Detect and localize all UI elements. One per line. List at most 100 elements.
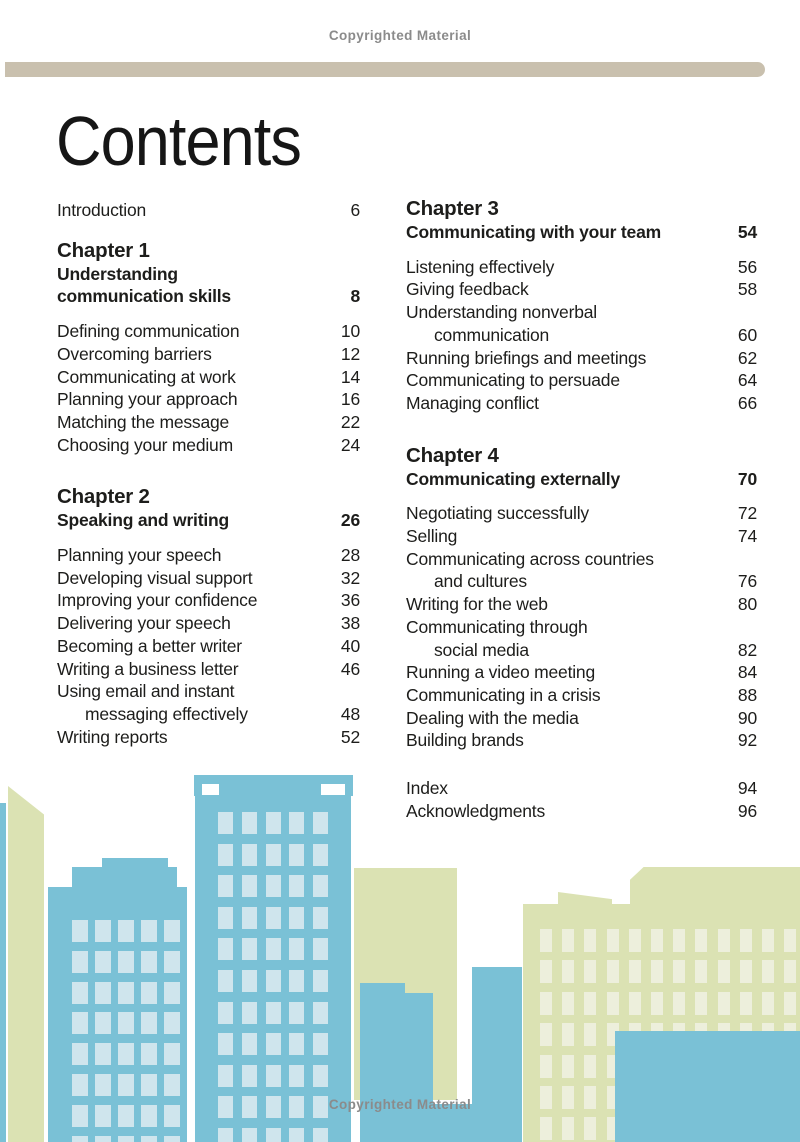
toc-page-number: 64 [737, 370, 757, 391]
building-window [118, 1136, 134, 1142]
toc-page-number: 54 [737, 222, 757, 242]
building-window [313, 812, 328, 834]
toc-entry: Building brands 92 [406, 729, 757, 752]
building-window [562, 992, 574, 1015]
building-window [72, 1074, 88, 1096]
building-window [266, 1096, 281, 1118]
toc-entry-row-label: Understanding nonverbal [406, 302, 597, 323]
toc-page-number: 58 [737, 279, 757, 300]
chapter-subtitle-row: Communicating externally 70 [406, 468, 757, 491]
building-window [218, 1128, 233, 1142]
toc-entry-row: Acknowledgments 96 [406, 800, 757, 823]
building-window [651, 992, 663, 1015]
building-window [266, 1065, 281, 1087]
building-window [141, 1105, 157, 1127]
toc-entry: Choosing your medium 24 [57, 434, 360, 457]
building-window [266, 1033, 281, 1055]
building-window [164, 1074, 180, 1096]
toc-entry-row-label: Running briefings and meetings [406, 347, 647, 368]
building-window [313, 1033, 328, 1055]
toc-entry-row-label: Acknowledgments [406, 800, 546, 821]
toc-page-number: 88 [737, 684, 757, 705]
toc-entry-row-label: Building brands [406, 730, 524, 751]
toc-page-number: 66 [737, 392, 757, 413]
chapter-heading: Chapter 1 [57, 238, 150, 262]
toc-entry-row: Becoming a better writer 40 [57, 635, 360, 658]
chapter-subtitle-row-label: communication skills [57, 286, 231, 307]
building-window [289, 938, 304, 960]
toc-page-number: 12 [340, 343, 360, 364]
building-window [118, 1012, 134, 1034]
chapter-subtitle-row-label: Understanding [57, 263, 178, 284]
building-window [629, 992, 641, 1015]
building-window [118, 1043, 134, 1065]
toc-entry-row-label: Writing for the web [406, 594, 548, 615]
toc-page-number: 28 [340, 545, 360, 566]
building-window [164, 951, 180, 973]
chapter-heading: Chapter 2 [57, 485, 150, 509]
building-window [540, 960, 552, 983]
toc-entry-row: Communicating to persuade 64 [406, 369, 757, 392]
toc-entry-row: Writing for the web 80 [406, 593, 757, 616]
building-window [218, 970, 233, 992]
toc-entry: Matching the message 22 [57, 411, 360, 434]
building-window [141, 920, 157, 942]
toc-chapter-block: Chapter 2 Speaking and writing 26 [57, 484, 360, 532]
toc-entry-row: Communicating at work 14 [57, 366, 360, 389]
building-window [72, 1012, 88, 1034]
building-window [289, 907, 304, 929]
toc-entry-row-label: Communicating in a crisis [406, 684, 601, 705]
building-window [266, 1128, 281, 1142]
toc-column-left: Introduction 6 Chapter 1 Understanding commu… [57, 199, 360, 748]
toc-entry: Selling 74 [406, 525, 757, 548]
toc-page-number [727, 616, 757, 639]
building-window [72, 1136, 88, 1142]
toc-entry: Giving feedback 58 [406, 278, 757, 301]
toc-entry: Improving your confidence 36 [57, 589, 360, 612]
toc-entry-row-label: Writing a business letter [57, 658, 239, 679]
toc-chapter-block: Chapter 4 Communicating externally 70 [406, 443, 757, 491]
building-window [95, 920, 111, 942]
blue-building [102, 858, 168, 870]
toc-entry-row-label: Improving your confidence [57, 590, 258, 611]
toc-entry-row: Writing reports 52 [57, 726, 360, 749]
building-window [313, 907, 328, 929]
building-window [242, 1002, 257, 1024]
chapter-subtitle: Speaking and writing 26 [57, 509, 360, 532]
building-window [607, 960, 619, 983]
building-window [218, 938, 233, 960]
toc-entry-row: Negotiating successfully 72 [406, 502, 757, 525]
building-window [289, 970, 304, 992]
building-window [242, 1033, 257, 1055]
blue-building [433, 1104, 522, 1142]
chapter-subtitle-row: Communicating with your team 54 [406, 221, 757, 244]
toc-entry-row-label: Matching the message [57, 411, 230, 432]
toc-entry-row-label: Overcoming barriers [57, 343, 212, 364]
building-window [762, 992, 774, 1015]
toc-entry: Developing visual support 32 [57, 567, 360, 590]
building-window [718, 960, 730, 983]
building-window [651, 929, 663, 952]
building-window [718, 992, 730, 1015]
decorative-bar [5, 62, 765, 77]
toc-entry-row: Planning your speech 28 [57, 544, 360, 567]
building-window [164, 920, 180, 942]
toc-entry-row: Managing conflict 66 [406, 392, 757, 415]
toc-entry-row-label: Delivering your speech [57, 613, 231, 634]
chapter-subtitle-row-label: Communicating externally [406, 468, 621, 489]
building-window [118, 920, 134, 942]
toc-entry: Negotiating successfully 72 [406, 502, 757, 525]
building-window [242, 938, 257, 960]
building-window [629, 929, 641, 952]
toc-entry-row-label: Listening effectively [406, 256, 555, 277]
toc-entry: Writing for the web 80 [406, 593, 757, 616]
toc-entry: Delivering your speech 38 [57, 612, 360, 635]
toc-entry-row: Developing visual support 32 [57, 567, 360, 590]
toc-page-number: 94 [737, 778, 757, 799]
building-window [289, 1033, 304, 1055]
building-window [72, 1043, 88, 1065]
building-window [540, 1117, 552, 1140]
chapter-subtitle-row: Understanding [57, 263, 360, 286]
building-window [584, 1117, 596, 1140]
building-window [607, 992, 619, 1015]
